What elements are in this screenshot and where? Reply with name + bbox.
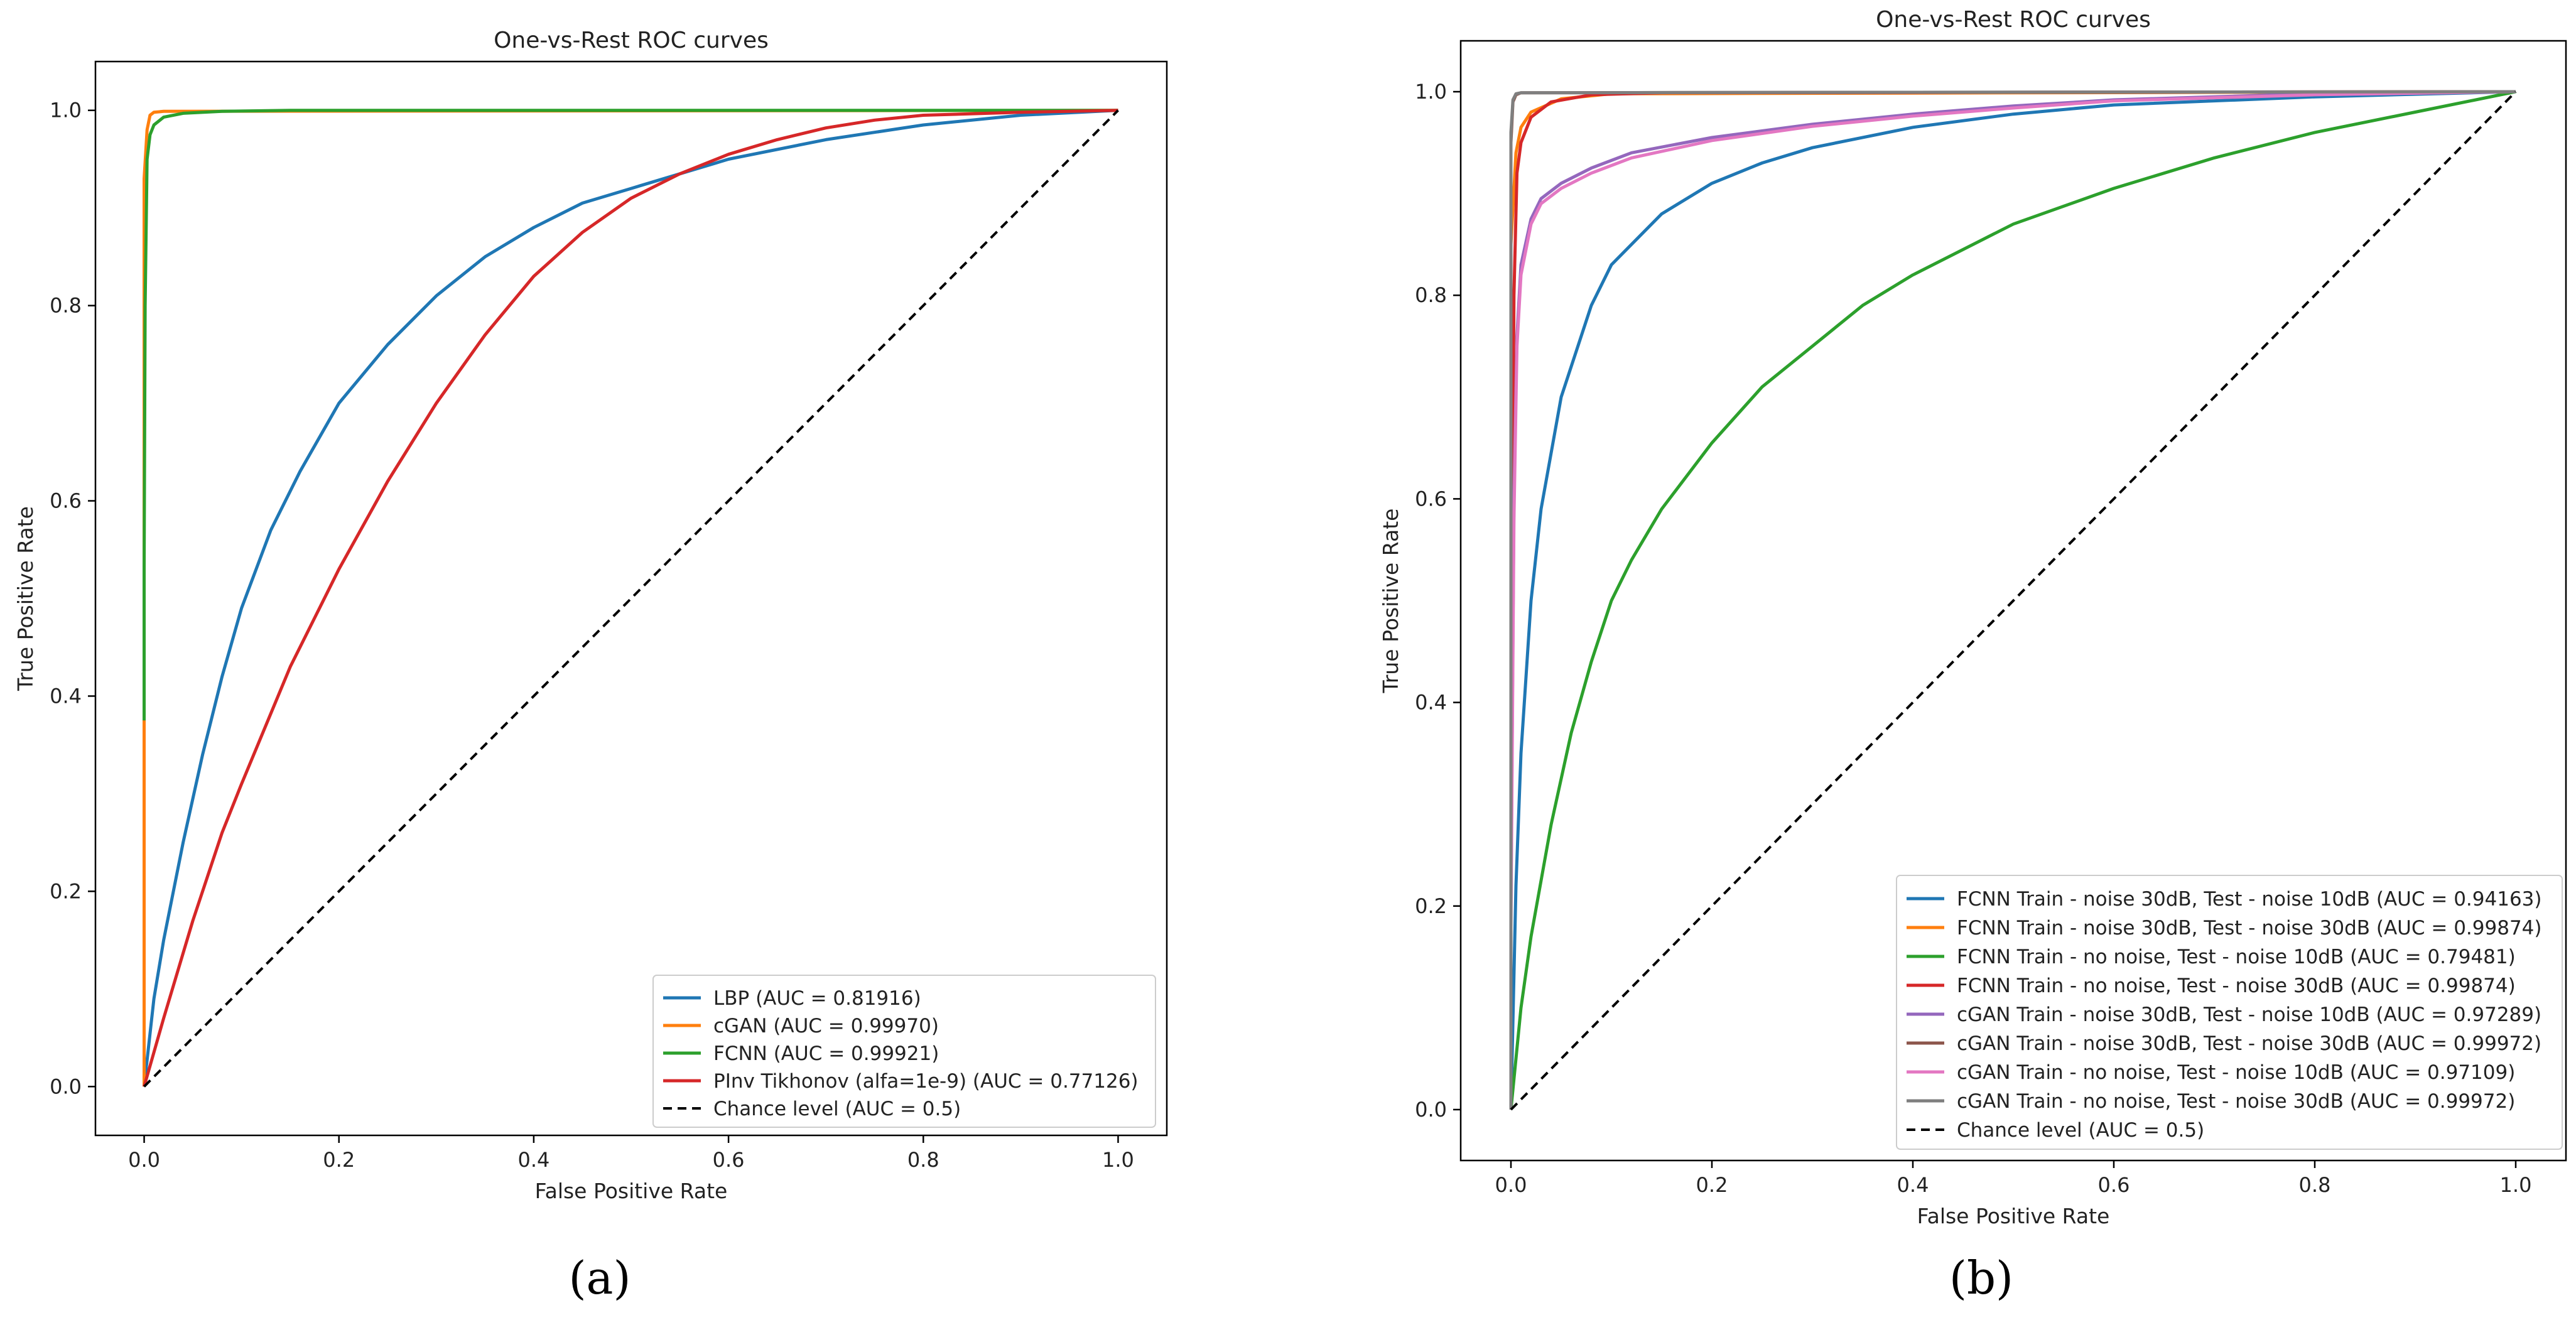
panel-caption: (b) (1949, 1252, 2013, 1304)
legend-label: Chance level (AUC = 0.5) (1957, 1119, 2204, 1142)
y-tick-label: 0.2 (1415, 894, 1447, 918)
legend-box (1896, 875, 2563, 1150)
y-tick-label: 0.4 (50, 684, 82, 708)
x-tick-label: 0.6 (2098, 1173, 2130, 1197)
series-line-3 (1509, 90, 2516, 1110)
y-tick-label: 0.2 (50, 879, 82, 903)
legend-label: cGAN Train - no noise, Test - noise 30dB… (1957, 1090, 2515, 1113)
y-tick-label: 1.0 (50, 99, 82, 122)
legend-label: FCNN Train - no noise, Test - noise 10dB… (1957, 946, 2516, 968)
panel-caption: (a) (568, 1252, 630, 1304)
x-tick-label: 0.8 (907, 1148, 939, 1172)
legend-label: cGAN Train - no noise, Test - noise 10dB… (1957, 1061, 2515, 1084)
series-line-3 (143, 109, 1118, 721)
legend: LBP (AUC = 0.81916) cGAN (AUC = 0.99970) F… (652, 975, 1156, 1128)
series-line-9 (1510, 90, 2517, 1111)
y-tick-label: 0.0 (50, 1074, 82, 1098)
legend-label: LBP (AUC = 0.81916) (713, 987, 921, 1010)
legend: FCNN Train - noise 30dB, Test - noise 10… (1896, 875, 2563, 1150)
legend-box (652, 975, 1156, 1128)
legend-label: FCNN (AUC = 0.99921) (713, 1042, 939, 1065)
axes-frame (1459, 40, 2567, 1162)
legend-label: FCNN Train - noise 30dB, Test - noise 30… (1957, 917, 2541, 939)
x-tick-label: 0.0 (128, 1148, 160, 1172)
legend-label: cGAN Train - noise 30dB, Test - noise 10… (1957, 1004, 2541, 1026)
x-tick-label: 0.2 (323, 1148, 355, 1172)
y-tick-label: 0.4 (1415, 691, 1447, 715)
series-line-1 (1509, 90, 2516, 1110)
x-axis-label: False Positive Rate (1917, 1204, 2110, 1228)
series-line-2 (143, 109, 1118, 1087)
series-line-8 (1509, 90, 2516, 1110)
x-tick-label: 0.2 (1696, 1173, 1728, 1197)
legend-label: FCNN Train - no noise, Test - noise 30dB… (1957, 975, 2516, 997)
x-tick-label: 0.4 (517, 1148, 549, 1172)
y-tick-label: 0.6 (50, 489, 82, 513)
legend-label: cGAN Train - noise 30dB, Test - noise 30… (1957, 1032, 2541, 1055)
x-tick-label: 0.8 (2299, 1173, 2331, 1197)
x-tick-label: 0.0 (1495, 1173, 1527, 1197)
x-tick-label: 1.0 (1102, 1148, 1134, 1172)
y-tick-label: 0.8 (50, 294, 82, 318)
y-tick-label: 1.0 (1415, 80, 1447, 104)
x-axis-label: False Positive Rate (535, 1179, 728, 1203)
y-tick-label: 0.8 (1415, 283, 1447, 307)
series-line-1 (143, 109, 1118, 1087)
x-tick-label: 0.4 (1897, 1173, 1929, 1197)
axes-frame (94, 60, 1168, 1137)
series-line-5 (143, 109, 1119, 1088)
chart-b: 0.0 0.2 0.4 0.6 0.8 1.0 0.0 0.2 0.4 0.6 0.8 1.0 One-… (1378, 7, 2567, 1304)
chart-a: 0.0 0.2 0.4 0.6 0.8 1.0 0.0 0.2 0.4 0.6 0.8 1.0 One-… (13, 28, 1168, 1304)
y-axis-label: True Positive Rate (1378, 509, 1403, 694)
y-tick-label: 0.0 (1415, 1098, 1447, 1122)
chart-title: One-vs-Rest ROC curves (494, 28, 769, 53)
legend-label: PInv Tikhonov (alfa=1e-9) (AUC = 0.77126… (713, 1070, 1139, 1093)
series-line-4 (143, 109, 1118, 1087)
series-line-7 (1509, 90, 2516, 1110)
chart-title: One-vs-Rest ROC curves (1876, 7, 2151, 33)
y-tick-label: 0.6 (1415, 487, 1447, 511)
x-tick-label: 1.0 (2500, 1173, 2532, 1197)
y-axis-label: True Positive Rate (13, 506, 38, 691)
x-tick-label: 0.6 (713, 1148, 745, 1172)
legend-label: FCNN Train - noise 30dB, Test - noise 10… (1957, 888, 2541, 911)
legend-label: cGAN (AUC = 0.99970) (713, 1015, 939, 1037)
legend-label: Chance level (AUC = 0.5) (713, 1098, 961, 1120)
